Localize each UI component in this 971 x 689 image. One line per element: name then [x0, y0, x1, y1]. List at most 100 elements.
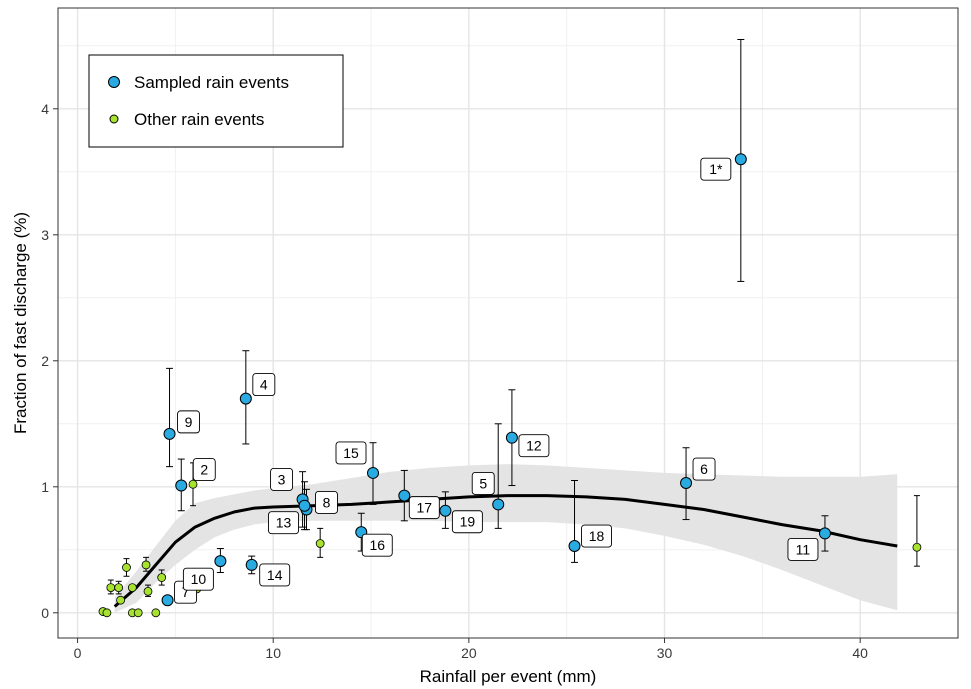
point-other [102, 608, 112, 618]
point-sampled-4 [239, 392, 252, 405]
point-label-text: 18 [589, 528, 605, 544]
point-sampled-18 [568, 540, 581, 553]
point-label-text: 15 [343, 445, 359, 461]
point-label-17: 17 [408, 496, 440, 520]
point-other [143, 586, 153, 596]
point-label-19: 19 [451, 510, 483, 534]
point-label-text: 9 [185, 414, 193, 430]
point-label-13: 13 [268, 511, 299, 535]
point-label-9: 9 [177, 410, 200, 434]
point-label-14: 14 [259, 563, 291, 587]
x-axis-title: Rainfall per event (mm) [420, 667, 597, 686]
points-layer [98, 153, 922, 618]
point-label-box [518, 434, 550, 458]
point-label-box [408, 496, 440, 520]
point-label-box [192, 458, 216, 481]
legend-symbol-sampled [108, 76, 120, 88]
point-label-box [182, 567, 214, 591]
point-label-text: 11 [796, 541, 811, 557]
point-label-box [451, 510, 483, 534]
point-label-text: 7 [182, 584, 190, 600]
point-label-box [177, 410, 200, 434]
point-label-3: 3 [270, 467, 294, 491]
point-label-8: 8 [315, 491, 338, 514]
point-label-box [692, 457, 716, 481]
point-other [315, 539, 325, 548]
point-sampled-1star [734, 153, 747, 166]
point-label-box [471, 471, 495, 495]
point-label-box [252, 373, 276, 397]
point-label-text: 19 [460, 514, 476, 530]
point-sampled-9 [163, 427, 176, 440]
point-label-box [361, 533, 393, 557]
point-sampled-6 [680, 477, 693, 490]
point-label-text: 4 [260, 377, 268, 393]
confidence-band-layer [114, 464, 898, 613]
point-other [151, 608, 161, 618]
point-other [122, 563, 131, 572]
point-sampled-19 [439, 504, 452, 517]
point-label-box [270, 467, 294, 491]
point-label-box [259, 563, 291, 587]
point-sampled-2 [175, 479, 188, 492]
point-other [157, 573, 167, 582]
point-other [141, 560, 151, 570]
point-label-text: 8 [323, 494, 331, 510]
x-tick-label: 10 [265, 645, 281, 661]
y-tick-label: 4 [41, 101, 49, 117]
point-label-box [268, 511, 299, 535]
point-sampled-11 [818, 527, 831, 540]
y-tick-label: 0 [41, 605, 49, 621]
point-other [133, 608, 143, 618]
point-label-box [787, 537, 819, 561]
point-other [912, 542, 922, 552]
point-label-text: 14 [267, 567, 283, 583]
point-label-4: 4 [252, 373, 276, 397]
point-other [127, 583, 137, 592]
point-label-text: 17 [417, 500, 433, 516]
point-label-text: 2 [200, 462, 208, 478]
x-tick-label: 20 [461, 645, 477, 661]
point-label-12: 12 [518, 434, 550, 458]
y-axis-title: Fraction of fast discharge (%) [11, 212, 30, 434]
x-tick-label: 30 [657, 645, 673, 661]
legend-box [88, 54, 344, 148]
point-label-box [581, 524, 612, 548]
point-label-text: 13 [276, 515, 292, 531]
point-label-10: 10 [182, 567, 214, 591]
point-label-18: 18 [581, 524, 612, 548]
point-sampled-14 [245, 558, 258, 571]
panel-border [57, 7, 959, 639]
point-label-text: 6 [700, 461, 708, 477]
point-sampled-5 [492, 498, 505, 511]
point-label-text: 12 [526, 438, 542, 454]
legend-label-sampled: Sampled rain events [134, 73, 289, 92]
point-label-text: 3 [278, 471, 286, 487]
point-label-16: 16 [361, 533, 393, 557]
y-tick-label: 2 [41, 353, 49, 369]
point-label-box [700, 157, 732, 181]
point-label-text: 5 [479, 475, 487, 491]
point-other [114, 583, 124, 592]
point-label-5: 5 [471, 471, 495, 495]
legend-symbol-other [109, 114, 119, 124]
point-sampled-12 [505, 431, 518, 444]
point-other [188, 479, 198, 489]
legend-label-other: Other rain events [134, 110, 264, 129]
point-sampled-13 [298, 499, 311, 512]
point-label-box [315, 491, 338, 514]
point-other [106, 583, 116, 592]
point-label-box [335, 441, 367, 465]
point-label-text: 10 [191, 571, 207, 587]
x-tick-label: 40 [852, 645, 868, 661]
point-sampled-7 [161, 594, 174, 607]
point-labels-layer: 1* 2 3 4 5 6 7 8 9 10 11 12 13 14 15 16 17 18 19 [174, 157, 819, 604]
point-label-text: 16 [369, 537, 385, 553]
point-sampled-10 [214, 555, 227, 568]
y-tick-label: 1 [41, 479, 49, 495]
x-tick-label: 0 [74, 645, 82, 661]
point-sampled-15 [367, 466, 379, 479]
point-label-11: 11 [787, 537, 819, 561]
